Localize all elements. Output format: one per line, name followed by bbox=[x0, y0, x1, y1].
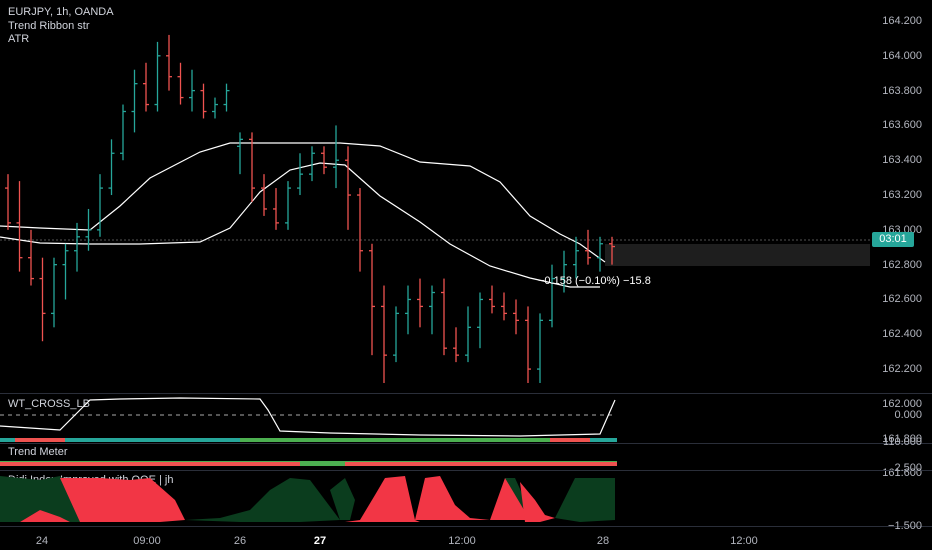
candle bbox=[108, 139, 115, 196]
time-axis-label: 12:00 bbox=[448, 535, 476, 547]
candle bbox=[405, 285, 411, 335]
candle bbox=[321, 146, 327, 175]
candle bbox=[489, 285, 495, 314]
candle bbox=[585, 229, 591, 265]
symbol-title[interactable]: EURJPY, 1h, OANDA bbox=[8, 6, 114, 18]
candle bbox=[16, 181, 23, 272]
time-axis-label: 09:00 bbox=[133, 535, 161, 547]
candle bbox=[177, 62, 184, 105]
pane-separator-3[interactable] bbox=[0, 470, 932, 471]
candle bbox=[417, 278, 423, 328]
measure-band bbox=[605, 244, 870, 266]
ribbon-upper-line bbox=[0, 142, 606, 263]
wt-axis-value-top: 110.000 bbox=[883, 436, 922, 448]
wt-axis-value: 0.000 bbox=[894, 409, 922, 421]
candle bbox=[525, 306, 531, 383]
price-axis-label: 162.400 bbox=[882, 328, 922, 341]
price-axis-label: 161.800 bbox=[882, 432, 922, 445]
price-axis-label: 162.200 bbox=[882, 363, 922, 375]
candle bbox=[549, 264, 555, 328]
candle bbox=[189, 69, 195, 112]
pane-separator-1[interactable] bbox=[0, 393, 932, 394]
candle bbox=[28, 229, 34, 286]
time-axis-label: 26 bbox=[233, 535, 247, 547]
candle bbox=[609, 236, 615, 265]
candle bbox=[131, 69, 138, 133]
candle bbox=[393, 306, 399, 363]
candle bbox=[212, 97, 218, 119]
candle bbox=[309, 146, 315, 182]
time-axis-label: 12:00 bbox=[730, 535, 758, 547]
candle bbox=[85, 208, 92, 251]
candle bbox=[237, 132, 243, 175]
candle bbox=[97, 174, 103, 237]
candle bbox=[200, 83, 207, 119]
time-axis-label: 24 bbox=[35, 535, 49, 547]
candle bbox=[39, 257, 46, 342]
candle bbox=[273, 188, 279, 230]
indicator-trend-ribbon-label[interactable]: Trend Ribbon str bbox=[8, 20, 90, 32]
price-axis-label: 162.600 bbox=[882, 293, 922, 306]
didi-axis-value: −1.500 bbox=[888, 520, 922, 532]
price-axis-label: 163.600 bbox=[882, 119, 922, 132]
candle bbox=[369, 243, 375, 356]
ribbon-lower-line bbox=[0, 162, 600, 288]
time-axis-label: 28 bbox=[596, 535, 610, 547]
candle bbox=[297, 153, 303, 196]
price-axis-label: 163.400 bbox=[882, 154, 922, 167]
price-axis-label: 162.000 bbox=[882, 397, 922, 410]
time-axis-label: 27 bbox=[313, 535, 327, 547]
candle bbox=[166, 34, 172, 91]
candle bbox=[62, 243, 69, 300]
candle bbox=[345, 146, 351, 230]
indicator-atr-label[interactable]: ATR bbox=[8, 33, 30, 45]
price-axis-label: 164.200 bbox=[882, 15, 922, 27]
candle bbox=[249, 132, 255, 202]
candle bbox=[513, 299, 519, 335]
candle bbox=[573, 236, 579, 279]
trend-meter-label[interactable]: Trend Meter bbox=[8, 446, 68, 458]
price-axis-label: 164.000 bbox=[882, 49, 922, 62]
candle bbox=[223, 83, 230, 112]
wt-cross-label[interactable]: WT_CROSS_LB bbox=[8, 398, 90, 410]
candle bbox=[465, 306, 471, 363]
didi-label[interactable]: Didi Index Improved with QQE | jh bbox=[8, 474, 174, 486]
candle bbox=[537, 313, 543, 383]
trend-meter-axis-value: 2.500 bbox=[894, 462, 922, 474]
candle bbox=[357, 188, 363, 272]
candle bbox=[453, 327, 459, 363]
candle bbox=[597, 236, 603, 272]
pane-separator-2[interactable] bbox=[0, 443, 932, 444]
measure-readout: −0.158 (−0.10%) −15.8 bbox=[538, 275, 651, 287]
price-axis-label: 163.200 bbox=[882, 189, 922, 201]
candle bbox=[143, 62, 149, 112]
candle bbox=[561, 250, 567, 293]
candle bbox=[441, 278, 447, 356]
candle bbox=[51, 257, 57, 328]
candle bbox=[381, 285, 387, 383]
candle bbox=[477, 292, 483, 349]
candle bbox=[120, 104, 126, 161]
price-axis-label: 163.800 bbox=[882, 84, 922, 97]
candle bbox=[285, 181, 291, 230]
candle bbox=[501, 292, 507, 321]
candle bbox=[5, 174, 11, 230]
time-axis-separator bbox=[0, 526, 932, 527]
candle bbox=[154, 41, 161, 112]
countdown-badge: 03:01 bbox=[872, 232, 914, 247]
price-axis-label: 162.800 bbox=[882, 258, 922, 271]
candle bbox=[74, 222, 80, 272]
candle bbox=[261, 174, 267, 216]
candle bbox=[429, 285, 435, 335]
candle bbox=[333, 125, 339, 189]
